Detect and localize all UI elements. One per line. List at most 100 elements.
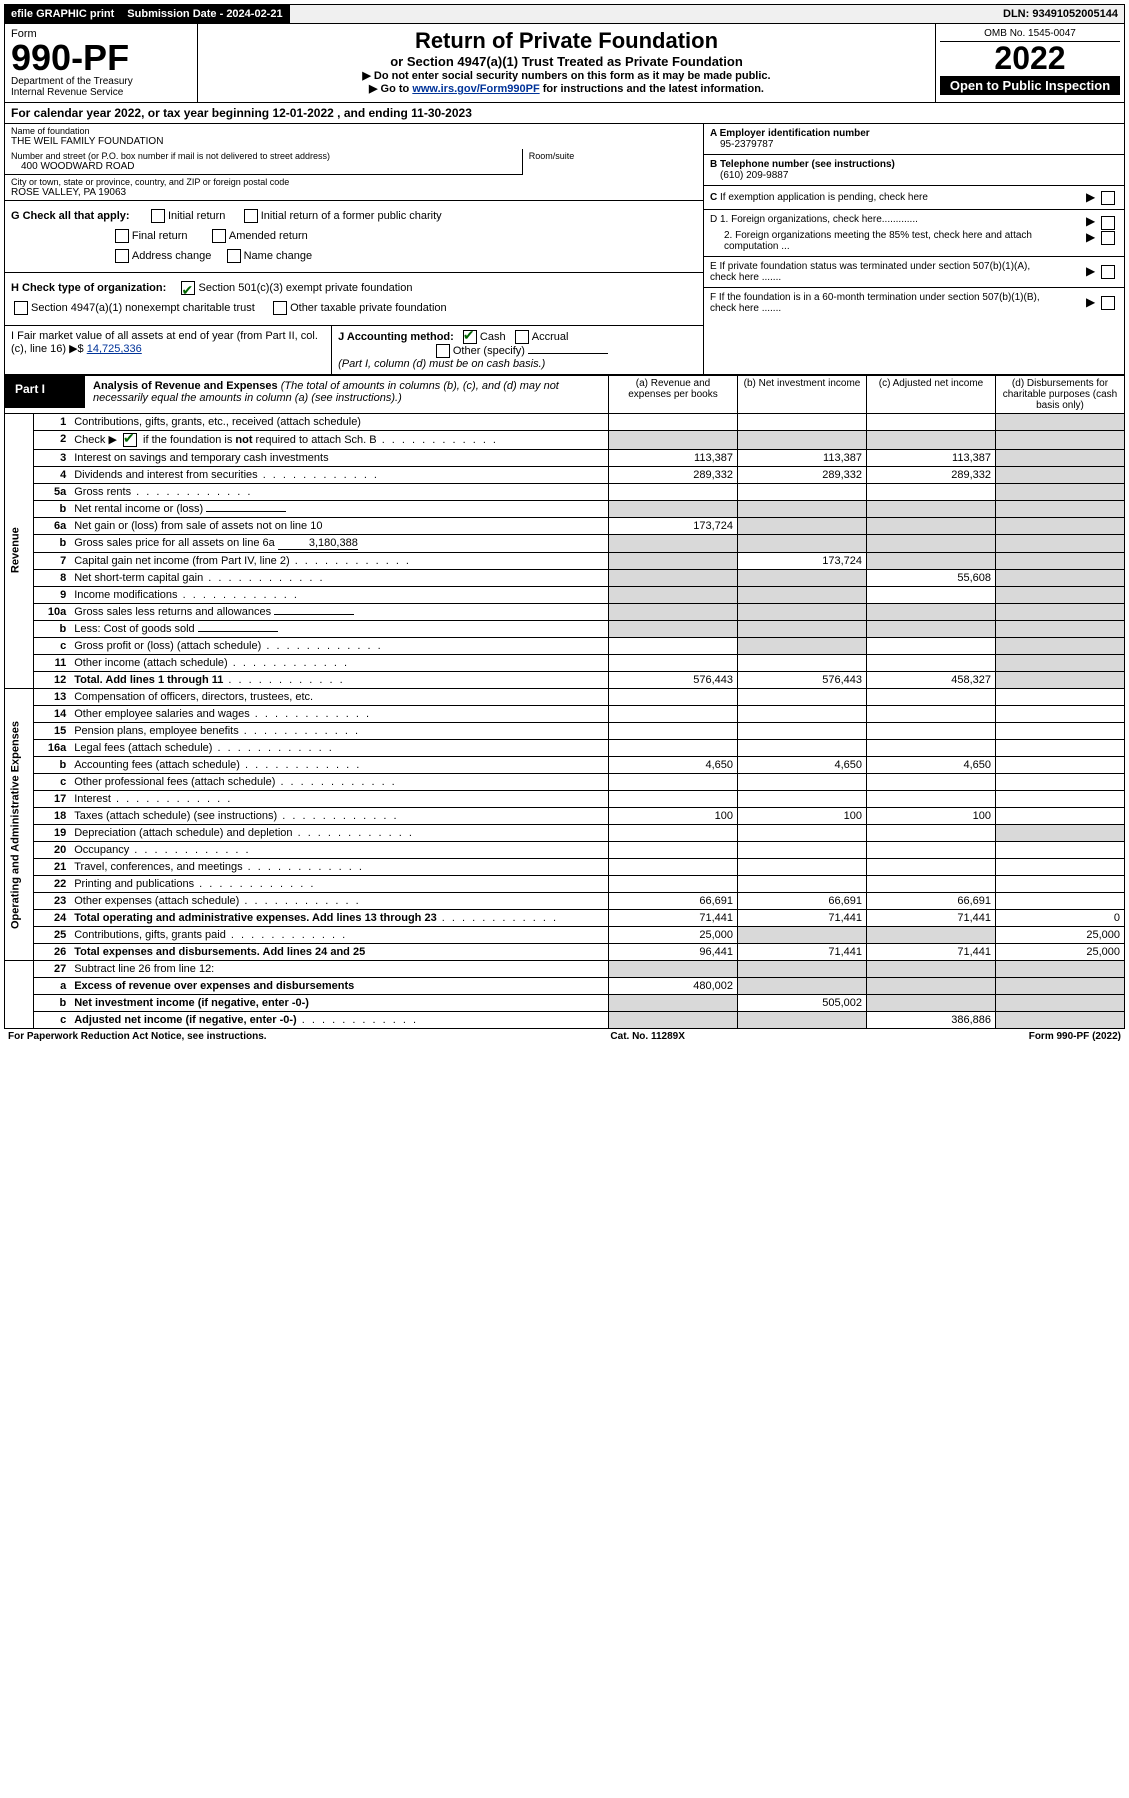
d2-label: 2. Foreign organizations meeting the 85%… — [724, 230, 1044, 252]
chk-other-method[interactable] — [436, 344, 450, 358]
col-b: (b) Net investment income — [738, 375, 867, 413]
cell-value — [609, 876, 738, 893]
cell-value — [996, 723, 1125, 740]
cell-value: 66,691 — [738, 893, 867, 910]
line-number: 15 — [34, 723, 71, 740]
line-number: c — [34, 638, 71, 655]
open-inspection: Open to Public Inspection — [940, 76, 1120, 95]
table-row: aExcess of revenue over expenses and dis… — [5, 978, 1125, 995]
cell-value: 4,650 — [738, 757, 867, 774]
cell-value: 71,441 — [867, 910, 996, 927]
cell-value — [867, 413, 996, 430]
form-subtitle: or Section 4947(a)(1) Trust Treated as P… — [204, 54, 929, 69]
d1-label: D 1. Foreign organizations, check here..… — [710, 214, 918, 229]
line-desc: Other expenses (attach schedule) — [70, 893, 608, 910]
cell-value: 173,724 — [738, 553, 867, 570]
chk-d1[interactable] — [1101, 216, 1115, 230]
line-number: b — [34, 501, 71, 518]
cell-value — [609, 638, 738, 655]
cell-value: 25,000 — [996, 927, 1125, 944]
room-label: Room/suite — [529, 151, 697, 161]
ein-value: 95-2379787 — [710, 139, 773, 150]
chk-final[interactable] — [115, 229, 129, 243]
table-row: 7Capital gain net income (from Part IV, … — [5, 553, 1125, 570]
i-label: I Fair market value of all assets at end… — [11, 330, 318, 355]
info-right: A Employer identification number 95-2379… — [703, 124, 1124, 374]
table-row: 10aGross sales less returns and allowanc… — [5, 604, 1125, 621]
arrow-icon: ▶ — [1086, 214, 1095, 228]
line-desc: Excess of revenue over expenses and disb… — [70, 978, 608, 995]
chk-4947[interactable] — [14, 301, 28, 315]
chk-address-change[interactable] — [115, 249, 129, 263]
cell-value — [738, 587, 867, 604]
line-number: c — [34, 774, 71, 791]
info-left: Name of foundation THE WEIL FAMILY FOUND… — [5, 124, 703, 374]
table-row: bAccounting fees (attach schedule)4,6504… — [5, 757, 1125, 774]
table-row: 26Total expenses and disbursements. Add … — [5, 944, 1125, 961]
j-note: (Part I, column (d) must be on cash basi… — [338, 358, 545, 370]
cell-value: 71,441 — [609, 910, 738, 927]
line-number: 5a — [34, 484, 71, 501]
line-desc: Depreciation (attach schedule) and deple… — [70, 825, 608, 842]
chk-initial-former[interactable] — [244, 209, 258, 223]
chk-c[interactable] — [1101, 191, 1115, 205]
note2-pre: ▶ Go to — [369, 83, 412, 95]
line-desc: Compensation of officers, directors, tru… — [70, 689, 608, 706]
footer-left: For Paperwork Reduction Act Notice, see … — [8, 1031, 267, 1042]
form-note2: ▶ Go to www.irs.gov/Form990PF for instru… — [204, 82, 929, 95]
chk-d2[interactable] — [1101, 231, 1115, 245]
cell-value — [867, 706, 996, 723]
arrow-icon: ▶ — [1086, 264, 1095, 278]
chk-amended[interactable] — [212, 229, 226, 243]
cell-value — [609, 1012, 738, 1029]
chk-other-taxable[interactable] — [273, 301, 287, 315]
cell-value: 458,327 — [867, 672, 996, 689]
opt-address: Address change — [132, 250, 212, 262]
cell-value — [738, 655, 867, 672]
spacer-cell — [5, 961, 34, 1029]
chk-accrual[interactable] — [515, 330, 529, 344]
chk-f[interactable] — [1101, 296, 1115, 310]
line-number: 1 — [34, 413, 71, 430]
cell-value — [867, 740, 996, 757]
opt-name: Name change — [244, 250, 313, 262]
line-desc: Travel, conferences, and meetings — [70, 859, 608, 876]
table-row: 20Occupancy — [5, 842, 1125, 859]
cell-value: 289,332 — [738, 467, 867, 484]
section-i: I Fair market value of all assets at end… — [5, 326, 332, 374]
opt-initial-former: Initial return of a former public charit… — [261, 210, 442, 222]
table-row: 15Pension plans, employee benefits — [5, 723, 1125, 740]
cell-value — [867, 638, 996, 655]
cell-value — [609, 825, 738, 842]
table-row: bGross sales price for all assets on lin… — [5, 535, 1125, 553]
table-row: bLess: Cost of goods sold — [5, 621, 1125, 638]
line-desc: Capital gain net income (from Part IV, l… — [70, 553, 608, 570]
line-desc: Gross sales less returns and allowances — [70, 604, 608, 621]
line-number: c — [34, 1012, 71, 1029]
section-h: H Check type of organization: Section 50… — [5, 273, 703, 326]
header-center: Return of Private Foundation or Section … — [198, 24, 936, 102]
cell-value — [738, 430, 867, 449]
cell-value — [996, 876, 1125, 893]
table-row: 25Contributions, gifts, grants paid25,00… — [5, 927, 1125, 944]
cell-value — [996, 842, 1125, 859]
cell-value — [609, 553, 738, 570]
cell-value: 289,332 — [867, 467, 996, 484]
chk-initial-return[interactable] — [151, 209, 165, 223]
chk-cash[interactable] — [463, 330, 477, 344]
instructions-link[interactable]: www.irs.gov/Form990PF — [412, 83, 539, 95]
line-number: b — [34, 621, 71, 638]
cell-value — [609, 706, 738, 723]
chk-e[interactable] — [1101, 265, 1115, 279]
arrow-icon: ▶ — [1086, 190, 1095, 204]
line-desc: Pension plans, employee benefits — [70, 723, 608, 740]
table-row: 23Other expenses (attach schedule)66,691… — [5, 893, 1125, 910]
line-desc: Other employee salaries and wages — [70, 706, 608, 723]
chk-501c3[interactable] — [181, 281, 195, 295]
other-specify-line — [528, 353, 608, 354]
cell-value — [738, 518, 867, 535]
chk-name-change[interactable] — [227, 249, 241, 263]
part1-title: Analysis of Revenue and Expenses — [93, 380, 278, 392]
line-number: 16a — [34, 740, 71, 757]
cell-value: 173,724 — [609, 518, 738, 535]
